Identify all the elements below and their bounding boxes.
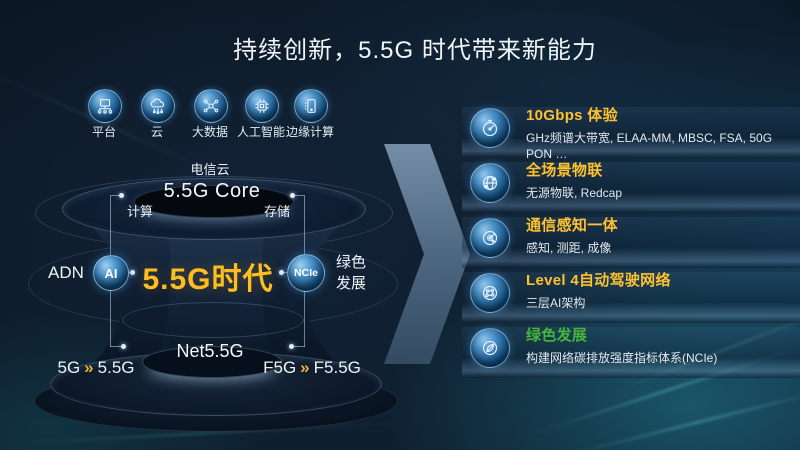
capability-subtitle: 感知, 测距, 成像 (526, 241, 612, 255)
left-bracket-top (110, 195, 122, 196)
right-bracket-bottom (292, 346, 305, 347)
evolution-to: F5.5G (313, 358, 361, 377)
top-icon-label: 人工智能 (236, 125, 285, 139)
platform-icon (88, 89, 122, 123)
top-icon-label: 边缘计算 (285, 125, 334, 139)
speed-gauge-icon (470, 108, 510, 148)
capability-item-iot: 全场景物联 无源物联, Redcap (462, 161, 800, 213)
funnel-bottom-opening (142, 346, 282, 378)
connector-dot (130, 270, 135, 275)
capability-title: 通信感知一体 (526, 217, 618, 234)
cloud-icon (141, 89, 175, 123)
funnel-top-opening (134, 185, 294, 218)
connector-dot (279, 270, 284, 275)
mobile-evolution-label: 5G» 5.5G (57, 358, 134, 378)
capability-subtitle: 三层AI架构 (526, 296, 586, 310)
chevron-right-icon: » (84, 358, 94, 377)
capability-item-10gbps: 10Gbps 体验 GHz频谱大带宽, ELAA-MM, MBSC, FSA, … (462, 106, 800, 161)
capability-subtitle: 无源物联, Redcap (526, 186, 623, 200)
capability-title: 绿色发展 (526, 327, 588, 344)
capability-title: 全场景物联 (526, 162, 603, 179)
connector-dot (290, 193, 295, 198)
top-icon-label: 云 (150, 125, 163, 139)
net55g-label: Net5.5G (176, 341, 244, 361)
slide-title: 持续创新，5.5G 时代带来新能力 (233, 37, 597, 64)
sensing-radar-icon (470, 218, 510, 258)
fixed-evolution-label: F5G» F5.5G (263, 358, 361, 378)
capability-subtitle: 构建网络碳排放强度指标体系(NCIe) (526, 351, 718, 365)
chevron-right-icon: » (300, 358, 310, 377)
capabilities-list: 10Gbps 体验 GHz频谱大带宽, ELAA-MM, MBSC, FSA, … (462, 106, 800, 381)
transition-arrow (384, 144, 470, 364)
ncie-badge: NCIe (287, 254, 325, 292)
adn-label: ADN (48, 263, 84, 282)
top-icon-label: 大数据 (191, 125, 228, 139)
autonomous-network-icon (470, 273, 510, 313)
evolution-from: F5G (263, 358, 297, 377)
evolution-to: 5.5G (97, 358, 135, 377)
top-icon-label: 平台 (91, 125, 116, 139)
capability-title: 10Gbps 体验 (526, 107, 618, 124)
telecom-cloud-label: 电信云 (190, 162, 230, 177)
ai-badge: AI (93, 255, 129, 291)
connector-dot (119, 193, 124, 198)
storage-label: 存储 (263, 204, 291, 219)
connector-dot (121, 344, 126, 349)
capability-item-green: 绿色发展 构建网络碳排放强度指标体系(NCIe) (462, 326, 800, 378)
capability-subtitle: GHz频谱大带宽, ELAA-MM, MBSC, FSA, 50G PON … (526, 131, 773, 161)
evolution-from: 5G (57, 358, 81, 377)
capability-title: Level 4自动驾驶网络 (526, 272, 671, 289)
bigdata-icon (194, 89, 228, 123)
capability-item-sensing: 通信感知一体 感知, 测距, 成像 (462, 216, 800, 268)
edge-computing-icon (294, 89, 328, 123)
iot-globe-icon (470, 163, 510, 203)
left-bracket-bottom (110, 346, 123, 347)
core-label: 5.5G Core (163, 180, 261, 202)
compute-label: 计算 (126, 204, 154, 219)
green-dev-line1: 绿色 (336, 254, 367, 271)
funnel-inner-ring (122, 302, 304, 338)
era-title: 5.5G时代 (142, 263, 274, 296)
connector-dot (289, 344, 294, 349)
green-leaf-icon (470, 328, 510, 368)
right-bracket-top (293, 195, 305, 196)
ai-chip-icon (245, 89, 279, 123)
green-development-label: 绿色 发展 (336, 252, 366, 294)
capability-item-adn: Level 4自动驾驶网络 三层AI架构 (462, 271, 800, 323)
green-dev-line2: 发展 (336, 275, 367, 292)
light-streak (559, 384, 800, 450)
